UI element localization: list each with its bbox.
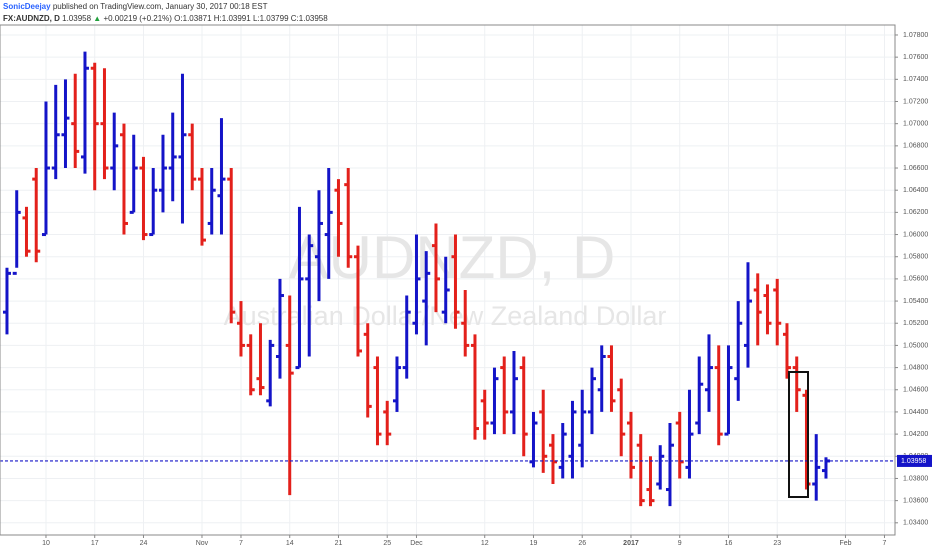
x-tick-label: Dec	[410, 540, 423, 547]
y-tick-label: 1.06800	[903, 143, 928, 150]
x-tick-label: Nov	[196, 540, 209, 547]
x-tick-label: 21	[335, 540, 343, 547]
y-tick-label: 1.05600	[903, 276, 928, 283]
open: O:1.03871	[174, 14, 212, 23]
x-tick-label: 23	[773, 540, 781, 547]
y-tick-label: 1.06400	[903, 187, 928, 194]
low: L:1.03799	[253, 14, 289, 23]
y-tick-label: 1.07800	[903, 32, 928, 39]
annotation-box	[788, 371, 809, 498]
symbol: FX:AUDNZD, D	[3, 14, 60, 23]
y-tick-label: 1.05400	[903, 298, 928, 305]
price: 1.03958	[62, 14, 91, 23]
y-tick-label: 1.06000	[903, 231, 928, 238]
x-tick-label: 14	[286, 540, 294, 547]
published: published on TradingView.com, January 30…	[53, 2, 268, 11]
y-tick-label: 1.06600	[903, 165, 928, 172]
x-tick-label: 10	[42, 540, 50, 547]
y-tick-label: 1.07600	[903, 54, 928, 61]
y-tick-label: 1.05000	[903, 342, 928, 349]
x-tick-label: 7	[239, 540, 243, 547]
y-tick-label: 1.05800	[903, 254, 928, 261]
x-tick-label: 19	[530, 540, 538, 547]
x-tick-label: 2017	[623, 540, 639, 547]
y-tick-label: 1.04200	[903, 431, 928, 438]
close: C:1.03958	[291, 14, 328, 23]
x-tick-label: 7	[883, 540, 887, 547]
header-line-2: FX:AUDNZD, D 1.03958 ▲ +0.00219 (+0.21%)…	[3, 14, 328, 23]
y-tick-label: 1.05200	[903, 320, 928, 327]
y-tick-label: 1.03800	[903, 475, 928, 482]
y-tick-label: 1.04600	[903, 387, 928, 394]
high: H:1.03991	[214, 14, 251, 23]
x-tick-label: 17	[91, 540, 99, 547]
x-tick-label: 9	[678, 540, 682, 547]
plot-frame	[0, 24, 896, 536]
axes: 1.034001.036001.038001.040001.042001.044…	[42, 32, 932, 547]
y-tick-label: 1.03600	[903, 497, 928, 504]
last-price-box	[897, 454, 932, 467]
y-tick-label: 1.07400	[903, 76, 928, 83]
y-tick-label: 1.04400	[903, 409, 928, 416]
y-tick-label: 1.03400	[903, 520, 928, 527]
up-arrow: ▲	[93, 14, 101, 23]
change: +0.00219 (+0.21%)	[103, 14, 172, 23]
y-tick-label: 1.06200	[903, 209, 928, 216]
x-tick-label: 12	[481, 540, 489, 547]
x-tick-label: 24	[140, 540, 148, 547]
x-tick-label: 16	[725, 540, 733, 547]
y-tick-label: 1.04800	[903, 364, 928, 371]
last-price-label: 1.03958	[901, 458, 926, 465]
price-bars	[0, 51, 895, 507]
y-tick-label: 1.07000	[903, 121, 928, 128]
x-tick-label: Feb	[839, 540, 851, 547]
author[interactable]: SonicDeejay	[3, 2, 51, 11]
y-tick-label: 1.07200	[903, 98, 928, 105]
header-line-1: SonicDeejay published on TradingView.com…	[3, 2, 268, 11]
x-tick-label: 25	[383, 540, 391, 547]
x-tick-label: 26	[578, 540, 586, 547]
